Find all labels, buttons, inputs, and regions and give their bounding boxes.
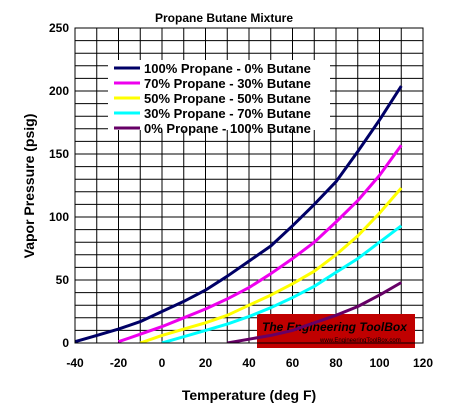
series-lines xyxy=(75,85,403,343)
y-tick-label: 100 xyxy=(49,210,69,224)
x-tick-label: 120 xyxy=(413,356,433,370)
watermark-url: www.EngineeringToolBox.com xyxy=(319,338,401,344)
x-tick-label: -20 xyxy=(110,356,128,370)
legend-label-4: 30% Propane - 70% Butane xyxy=(144,106,311,121)
x-tick-labels: -40 -20 0 20 40 60 80 100 120 xyxy=(66,356,433,370)
x-tick-label: 60 xyxy=(286,356,300,370)
series-line-4 xyxy=(161,224,403,343)
y-axis-title: Vapor Pressure (psig) xyxy=(21,114,37,259)
series-line-2 xyxy=(118,144,403,343)
watermark: The Engineering ToolBox www.EngineeringT… xyxy=(257,314,415,348)
legend-label-3: 50% Propane - 50% Butane xyxy=(144,91,311,106)
x-tick-label: 20 xyxy=(199,356,213,370)
x-axis-title: Temperature (deg F) xyxy=(182,387,316,403)
y-tick-labels: 0 50 100 150 200 250 xyxy=(49,21,69,350)
series-line-5 xyxy=(227,281,403,343)
legend-box xyxy=(108,60,330,130)
chart-title: Propane Butane Mixture xyxy=(155,11,293,25)
legend-label-1: 100% Propane - 0% Butane xyxy=(144,61,311,76)
plot-frame xyxy=(74,27,424,344)
legend-label-2: 70% Propane - 30% Butane xyxy=(144,76,311,91)
y-tick-label: 150 xyxy=(49,147,69,161)
x-tick-label: 40 xyxy=(242,356,256,370)
x-tick-label: 80 xyxy=(329,356,343,370)
legend-label-5: 0% Propane - 100% Butane xyxy=(144,121,311,136)
series-line-3 xyxy=(139,187,403,343)
y-tick-label: 250 xyxy=(49,21,69,35)
y-tick-label: 0 xyxy=(62,336,69,350)
watermark-title: The Engineering ToolBox xyxy=(262,320,408,334)
series-line-1 xyxy=(75,85,403,343)
y-tick-label: 50 xyxy=(56,273,70,287)
x-tick-label: -40 xyxy=(66,356,84,370)
x-tick-label: 0 xyxy=(159,356,166,370)
x-tick-label: 100 xyxy=(369,356,389,370)
y-tick-label: 200 xyxy=(49,84,69,98)
